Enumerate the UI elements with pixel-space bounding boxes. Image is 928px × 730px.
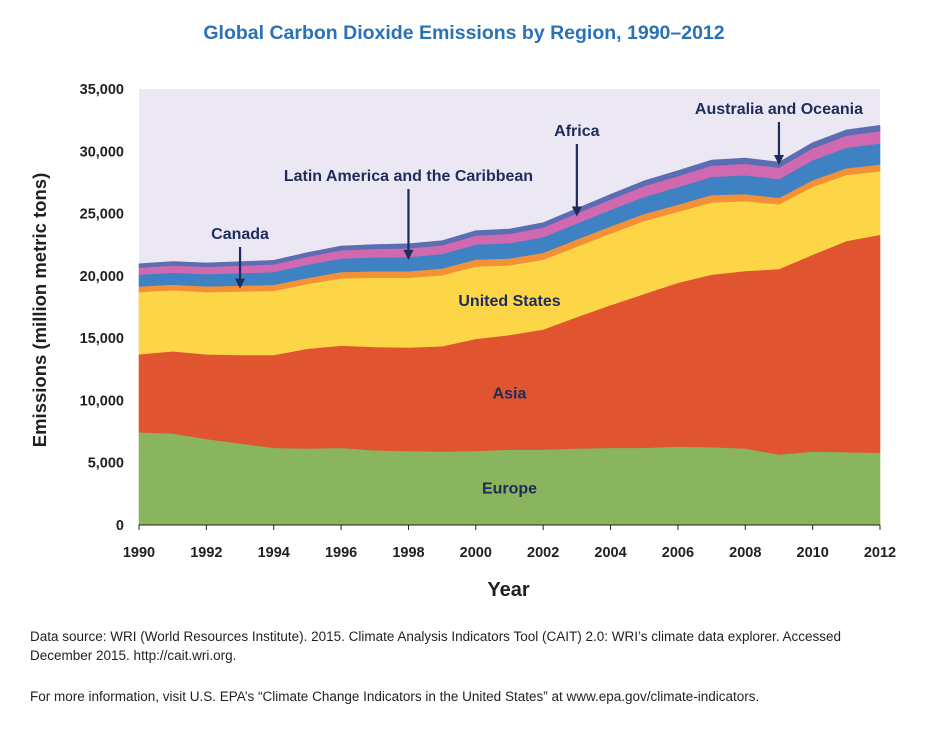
series-label-europe: Europe — [482, 480, 537, 497]
x-tick-label: 1992 — [190, 545, 222, 561]
x-axis-label: Year — [487, 579, 529, 601]
x-axis-ticks: 1990 1992 1994 1996 1998 2000 2002 2004 2006 2008… — [123, 525, 896, 561]
y-tick-label: 10,000 — [80, 393, 124, 409]
x-tick-label: 2002 — [527, 545, 559, 561]
series-label-asia: Asia — [493, 385, 527, 402]
x-tick-label: 1990 — [123, 545, 155, 561]
series-label-united-states: United States — [458, 293, 560, 310]
y-tick-label: 0 — [116, 518, 124, 534]
y-tick-label: 5,000 — [88, 456, 124, 472]
annotation-arrow-head — [571, 206, 582, 217]
y-tick-label: 30,000 — [80, 144, 124, 160]
y-tick-label: 35,000 — [80, 82, 124, 98]
annotation-africa: Africa — [554, 123, 599, 140]
series-labels: Europe Asia United States — [458, 293, 560, 497]
x-tick-label: 2006 — [662, 545, 694, 561]
more-info-note: For more information, visit U.S. EPA’s “… — [30, 689, 760, 704]
x-tick-label: 1998 — [392, 545, 424, 561]
y-tick-label: 25,000 — [80, 207, 124, 223]
x-tick-label: 1996 — [325, 545, 357, 561]
stacked-area-chart: Europe Asia United States Canada Latin Amer… — [29, 82, 896, 601]
y-tick-label: 15,000 — [80, 331, 124, 347]
x-tick-label: 1994 — [258, 545, 290, 561]
data-source-note: Data source: WRI (World Resources Instit… — [30, 629, 842, 663]
y-tick-label: 20,000 — [80, 269, 124, 285]
annotation-arrow-head — [235, 278, 246, 289]
area-australia-and-oceania — [138, 124, 881, 268]
annotation-latin-america-and-the-caribbean: Latin America and the Caribbean — [284, 168, 533, 185]
x-tick-label: 2012 — [864, 545, 896, 561]
x-tick-label: 2004 — [594, 545, 626, 561]
area-layers — [138, 124, 881, 526]
y-axis-ticks: 0 5,000 10,000 15,000 20,000 25,000 30,000 35,0… — [80, 82, 124, 534]
annotation-arrow-head — [773, 155, 784, 166]
x-tick-label: 2000 — [460, 545, 492, 561]
annotation-arrow-head — [403, 249, 414, 260]
annotation-australia-and-oceania: Australia and Oceania — [695, 101, 863, 118]
annotations: Canada Latin America and the Caribbean Afr… — [211, 101, 863, 289]
x-tick-label: 2008 — [729, 545, 761, 561]
y-axis-label: Emissions (million metric tons) — [29, 173, 50, 447]
chart-title: Global Carbon Dioxide Emissions by Regio… — [203, 22, 725, 44]
x-tick-label: 2010 — [797, 545, 829, 561]
annotation-canada: Canada — [211, 226, 269, 243]
